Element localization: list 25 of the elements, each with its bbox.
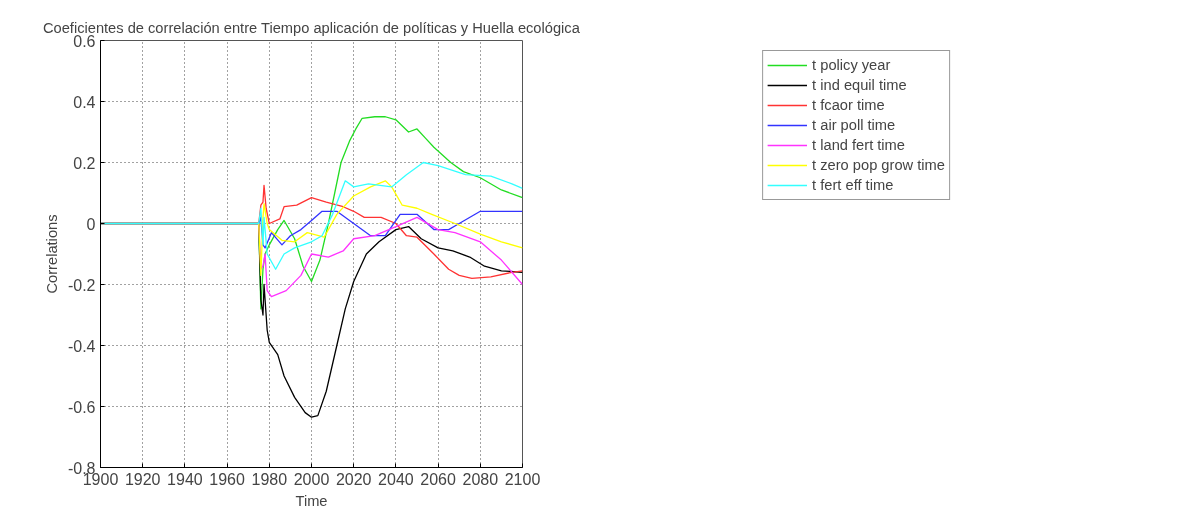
x-tick-label: 2020 xyxy=(335,470,372,488)
y-tick-label: -0.6 xyxy=(67,398,96,416)
legend-label: t air poll time xyxy=(812,117,896,133)
x-tick-label: 2000 xyxy=(293,470,330,488)
legend-label: t ind equil time xyxy=(812,77,907,93)
x-tick-label: 2060 xyxy=(420,470,456,488)
x-tick-label: 2100 xyxy=(504,470,541,488)
y-tick-label: -0.2 xyxy=(67,276,96,294)
y-tick-label: 0.4 xyxy=(73,93,96,111)
y-tick-label: 0.2 xyxy=(73,154,96,172)
y-axis-title: Correlations xyxy=(43,214,60,294)
y-tick-label: -0.4 xyxy=(67,337,96,355)
x-tick-label: 1920 xyxy=(124,470,161,488)
legend-label: t fert eff time xyxy=(812,177,894,193)
x-tick-label: 2080 xyxy=(462,470,499,488)
y-tick-label: 0 xyxy=(86,215,96,233)
x-tick-label: 2040 xyxy=(378,470,414,488)
legend-label: t zero pop grow time xyxy=(812,157,945,173)
legend-label: t fcaor time xyxy=(812,97,885,113)
x-tick-label: 1980 xyxy=(251,470,288,488)
legend-label: t land fert time xyxy=(812,137,905,153)
x-tick-label: 1960 xyxy=(209,470,245,488)
x-axis-title: Time xyxy=(295,492,328,509)
x-tick-label: 1940 xyxy=(167,470,203,488)
legend-label: t policy year xyxy=(812,57,891,73)
